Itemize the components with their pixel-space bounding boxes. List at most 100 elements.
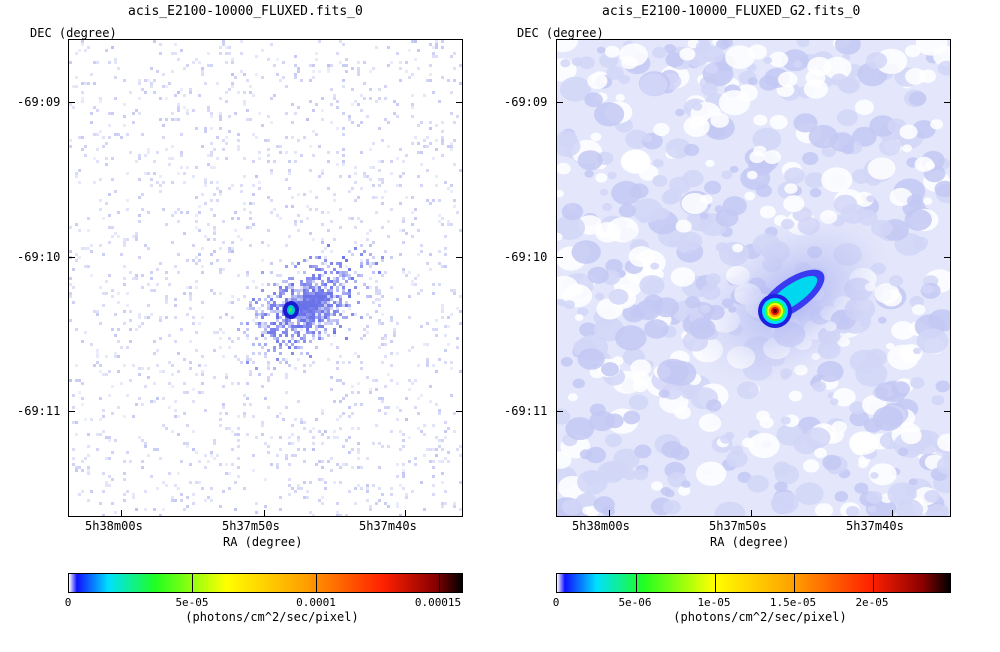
noise-pixel (204, 184, 207, 187)
noise-pixel (363, 334, 366, 337)
noise-pixel (183, 508, 186, 511)
noise-pixel (207, 223, 210, 226)
emission-pixel (258, 343, 261, 346)
emission-pixel (288, 322, 291, 325)
noise-pixel (456, 337, 459, 340)
noise-pixel (435, 328, 438, 331)
emission-pixel (306, 316, 309, 319)
noise-pixel (99, 322, 102, 325)
emission-pixel (306, 295, 309, 298)
smooth-blob (834, 40, 861, 55)
smooth-blob (722, 196, 747, 216)
left-colorbar-tick (192, 574, 193, 592)
noise-pixel (429, 385, 432, 388)
right-dec-tick-mark (944, 257, 951, 258)
emission-pixel (288, 283, 291, 286)
noise-pixel (327, 160, 330, 163)
noise-pixel (90, 112, 93, 115)
smooth-blob (867, 504, 877, 513)
emission-pixel (339, 283, 342, 286)
noise-pixel (429, 121, 432, 124)
noise-pixel (435, 175, 438, 178)
noise-pixel (366, 232, 369, 235)
noise-pixel (441, 130, 444, 133)
noise-pixel (69, 295, 72, 298)
noise-pixel (171, 499, 174, 502)
noise-pixel (429, 73, 432, 76)
noise-pixel (396, 184, 399, 187)
noise-pixel (282, 61, 285, 64)
right-image-frame[interactable] (556, 39, 951, 517)
noise-pixel (249, 403, 252, 406)
smooth-blob (596, 46, 606, 54)
emission-pixel (312, 301, 315, 304)
noise-pixel (357, 355, 360, 358)
smooth-blob (726, 450, 748, 468)
noise-pixel (438, 409, 441, 412)
noise-pixel (222, 490, 225, 493)
noise-pixel (321, 337, 324, 340)
noise-pixel (132, 112, 135, 115)
noise-pixel (387, 235, 390, 238)
noise-pixel (444, 325, 447, 328)
emission-pixel (297, 316, 300, 319)
noise-pixel (144, 490, 147, 493)
noise-pixel (396, 298, 399, 301)
noise-pixel (147, 367, 150, 370)
noise-pixel (174, 304, 177, 307)
emission-pixel (324, 298, 327, 301)
right-colorbar[interactable] (556, 573, 951, 593)
emission-pixel (243, 331, 246, 334)
noise-pixel (378, 97, 381, 100)
noise-pixel (255, 436, 258, 439)
noise-pixel (108, 475, 111, 478)
emission-pixel (312, 292, 315, 295)
emission-pixel (279, 316, 282, 319)
smooth-blob (737, 471, 752, 483)
noise-pixel (213, 214, 216, 217)
noise-pixel (264, 478, 267, 481)
noise-pixel (285, 454, 288, 457)
noise-pixel (366, 484, 369, 487)
noise-pixel (105, 157, 108, 160)
emission-pixel (327, 313, 330, 316)
noise-pixel (237, 433, 240, 436)
emission-pixel (333, 310, 336, 313)
noise-pixel (414, 277, 417, 280)
emission-pixel (333, 328, 336, 331)
emission-pixel (381, 256, 384, 259)
emission-pixel (318, 334, 321, 337)
left-colorbar[interactable] (68, 573, 463, 593)
noise-pixel (333, 334, 336, 337)
noise-pixel (399, 148, 402, 151)
noise-pixel (105, 292, 108, 295)
noise-pixel (87, 229, 90, 232)
noise-pixel (201, 73, 204, 76)
emission-pixel (291, 295, 294, 298)
noise-pixel (123, 241, 126, 244)
noise-pixel (459, 229, 462, 232)
emission-pixel (306, 304, 309, 307)
noise-pixel (99, 208, 102, 211)
smooth-blob (879, 138, 901, 156)
noise-pixel (441, 142, 444, 145)
noise-pixel (276, 466, 279, 469)
noise-pixel (336, 52, 339, 55)
left-dec-tick-mark (456, 257, 463, 258)
emission-pixel (375, 262, 378, 265)
noise-pixel (219, 190, 222, 193)
noise-pixel (390, 61, 393, 64)
noise-pixel (135, 277, 138, 280)
noise-pixel (381, 445, 384, 448)
noise-pixel (183, 106, 186, 109)
noise-pixel (447, 427, 450, 430)
noise-pixel (336, 379, 339, 382)
emission-pixel (294, 340, 297, 343)
noise-pixel (429, 127, 432, 130)
noise-pixel (165, 277, 168, 280)
noise-pixel (291, 121, 294, 124)
smooth-blob (560, 59, 571, 68)
noise-pixel (81, 397, 84, 400)
left-image-frame[interactable] (68, 39, 463, 517)
noise-pixel (138, 256, 141, 259)
